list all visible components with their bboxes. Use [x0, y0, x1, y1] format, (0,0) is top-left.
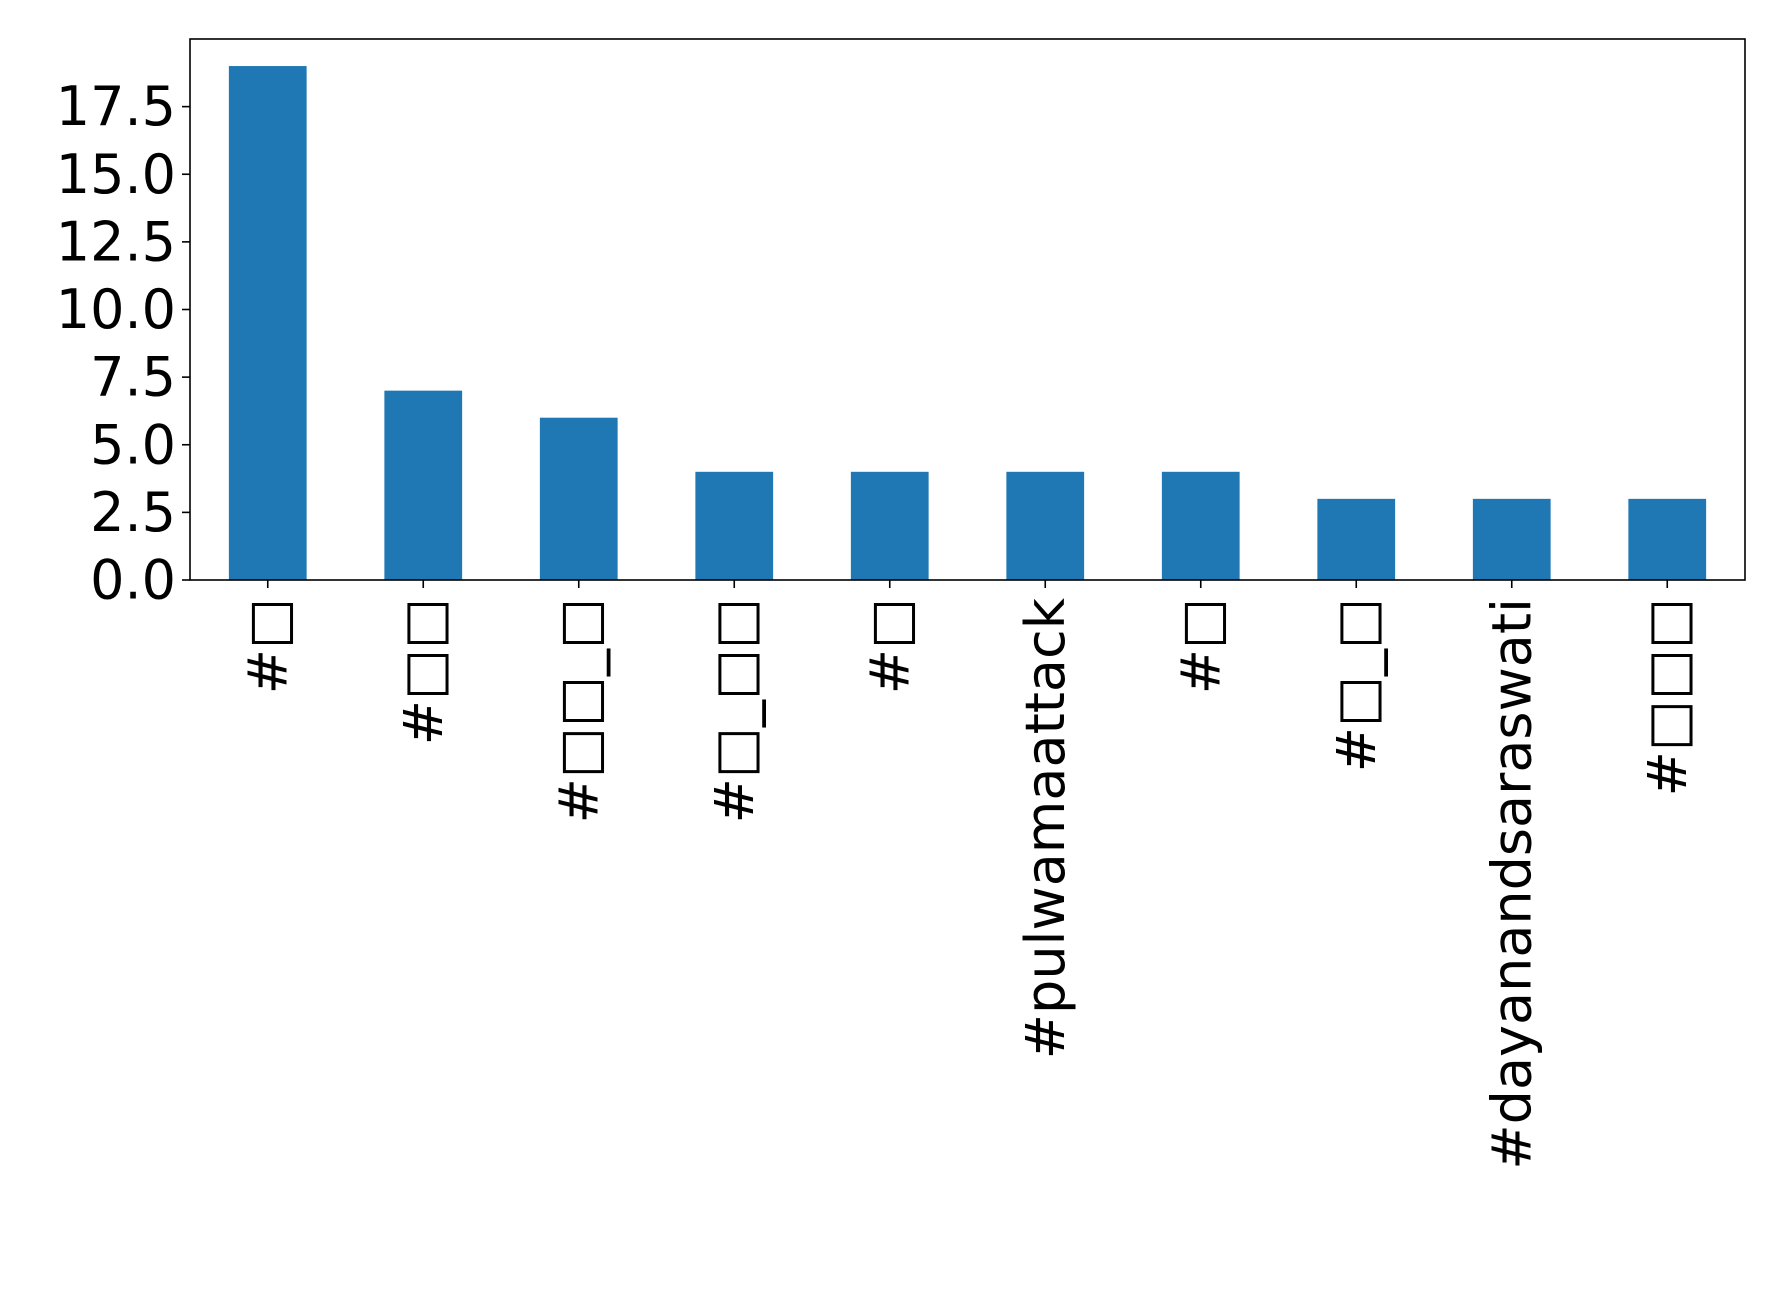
bar-2	[539, 417, 618, 580]
y-tick-label-1: 2.5	[90, 481, 176, 544]
y-axis-ticks: 0.02.55.07.510.012.515.017.5	[56, 75, 190, 612]
bar-8	[1472, 498, 1551, 580]
x-tick-label-0: #□	[236, 598, 299, 694]
x-tick-label-4: #□	[858, 598, 921, 694]
y-tick-label-6: 15.0	[56, 143, 176, 206]
bar-3	[695, 471, 774, 580]
y-tick-label-5: 12.5	[56, 210, 176, 273]
x-tick-label-3: #□_□□	[703, 598, 766, 823]
x-tick-label-2: #□□_□	[547, 598, 610, 823]
x-tick-label-1: #□□	[392, 598, 455, 745]
bar-6	[1161, 471, 1240, 580]
y-tick-label-3: 7.5	[90, 346, 176, 409]
x-tick-label-9: #□□□	[1636, 598, 1699, 796]
bar-5	[1006, 471, 1085, 580]
y-tick-label-0: 0.0	[90, 549, 176, 612]
x-tick-label-7: #□_□	[1325, 598, 1388, 772]
bar-0	[228, 66, 307, 581]
bar-7	[1317, 498, 1396, 580]
plot-frame	[189, 38, 1746, 581]
bar-9	[1628, 498, 1707, 580]
x-tick-label-8: #dayanandsaraswati	[1480, 598, 1543, 1170]
y-tick-label-4: 10.0	[56, 278, 176, 341]
bar-1	[384, 390, 463, 580]
y-tick-label-2: 5.0	[90, 413, 176, 476]
bars-group	[228, 66, 1707, 581]
y-tick-label-7: 17.5	[56, 75, 176, 138]
x-tick-label-5: #pulwamaattack	[1014, 597, 1077, 1059]
bar-4	[850, 471, 929, 580]
x-axis-ticks: #□ #□□ #□□_□ #□_□□ #□ #pulwamaattack #□ #□_□ #da…	[236, 580, 1699, 1170]
x-tick-label-6: #□	[1169, 598, 1232, 694]
